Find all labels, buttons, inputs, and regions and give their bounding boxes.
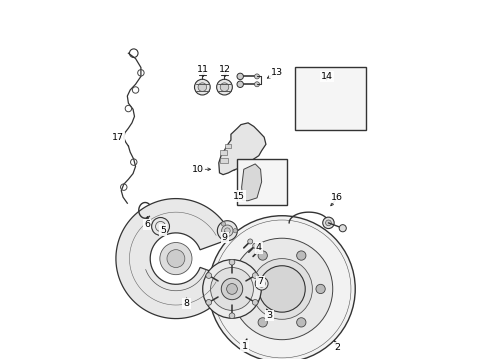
Text: 13: 13 (270, 68, 282, 77)
Circle shape (203, 260, 261, 318)
Circle shape (233, 229, 237, 233)
Circle shape (252, 300, 258, 305)
Text: 11: 11 (197, 65, 209, 74)
Text: 3: 3 (266, 311, 272, 320)
Circle shape (254, 74, 259, 79)
Circle shape (257, 248, 262, 252)
Circle shape (315, 91, 323, 98)
Circle shape (221, 225, 233, 237)
Text: 17: 17 (111, 132, 123, 141)
Circle shape (208, 216, 354, 360)
Circle shape (231, 238, 332, 340)
Text: 5: 5 (160, 225, 166, 234)
Circle shape (258, 266, 305, 312)
Text: 4: 4 (255, 243, 261, 252)
Circle shape (296, 318, 305, 327)
Bar (237, 158, 287, 205)
Text: 8: 8 (183, 299, 189, 308)
Text: 7: 7 (257, 277, 263, 286)
Polygon shape (218, 123, 265, 175)
Circle shape (160, 243, 192, 275)
Polygon shape (224, 144, 231, 148)
Circle shape (332, 96, 338, 102)
Polygon shape (116, 199, 232, 319)
Circle shape (237, 73, 243, 80)
Circle shape (205, 273, 211, 278)
Text: 10: 10 (192, 165, 203, 174)
Circle shape (254, 82, 259, 87)
Circle shape (198, 83, 206, 91)
Circle shape (226, 284, 237, 294)
Circle shape (255, 277, 267, 290)
Text: 1: 1 (241, 342, 247, 351)
Text: 14: 14 (320, 72, 332, 81)
Circle shape (252, 243, 257, 248)
Circle shape (229, 259, 234, 265)
Polygon shape (220, 158, 227, 163)
Polygon shape (220, 150, 226, 155)
Circle shape (217, 221, 237, 241)
Circle shape (221, 235, 225, 240)
Circle shape (216, 79, 232, 95)
Text: 9: 9 (222, 233, 227, 242)
Circle shape (258, 251, 267, 260)
Circle shape (339, 225, 346, 232)
Polygon shape (241, 164, 261, 201)
Circle shape (248, 141, 255, 148)
Text: 12: 12 (219, 65, 231, 74)
Circle shape (205, 300, 211, 305)
Circle shape (224, 228, 230, 234)
Circle shape (322, 217, 333, 229)
Circle shape (296, 251, 305, 260)
Text: 6: 6 (144, 220, 150, 229)
Circle shape (210, 267, 253, 310)
Circle shape (258, 318, 267, 327)
Circle shape (243, 160, 249, 167)
Circle shape (194, 79, 210, 95)
Circle shape (229, 313, 234, 319)
Circle shape (252, 273, 258, 278)
Circle shape (237, 81, 243, 87)
Circle shape (221, 222, 225, 226)
Circle shape (229, 164, 236, 171)
Circle shape (247, 239, 252, 244)
Circle shape (166, 249, 184, 267)
Circle shape (220, 83, 228, 91)
Text: 2: 2 (334, 343, 340, 352)
Circle shape (258, 280, 264, 287)
Circle shape (251, 258, 312, 319)
Circle shape (238, 284, 247, 294)
Text: 16: 16 (331, 193, 343, 202)
Text: 15: 15 (233, 192, 244, 201)
Circle shape (221, 278, 242, 300)
Bar (294, 67, 365, 130)
Circle shape (151, 217, 169, 235)
Circle shape (315, 101, 323, 108)
Circle shape (325, 220, 331, 226)
Circle shape (315, 284, 325, 294)
